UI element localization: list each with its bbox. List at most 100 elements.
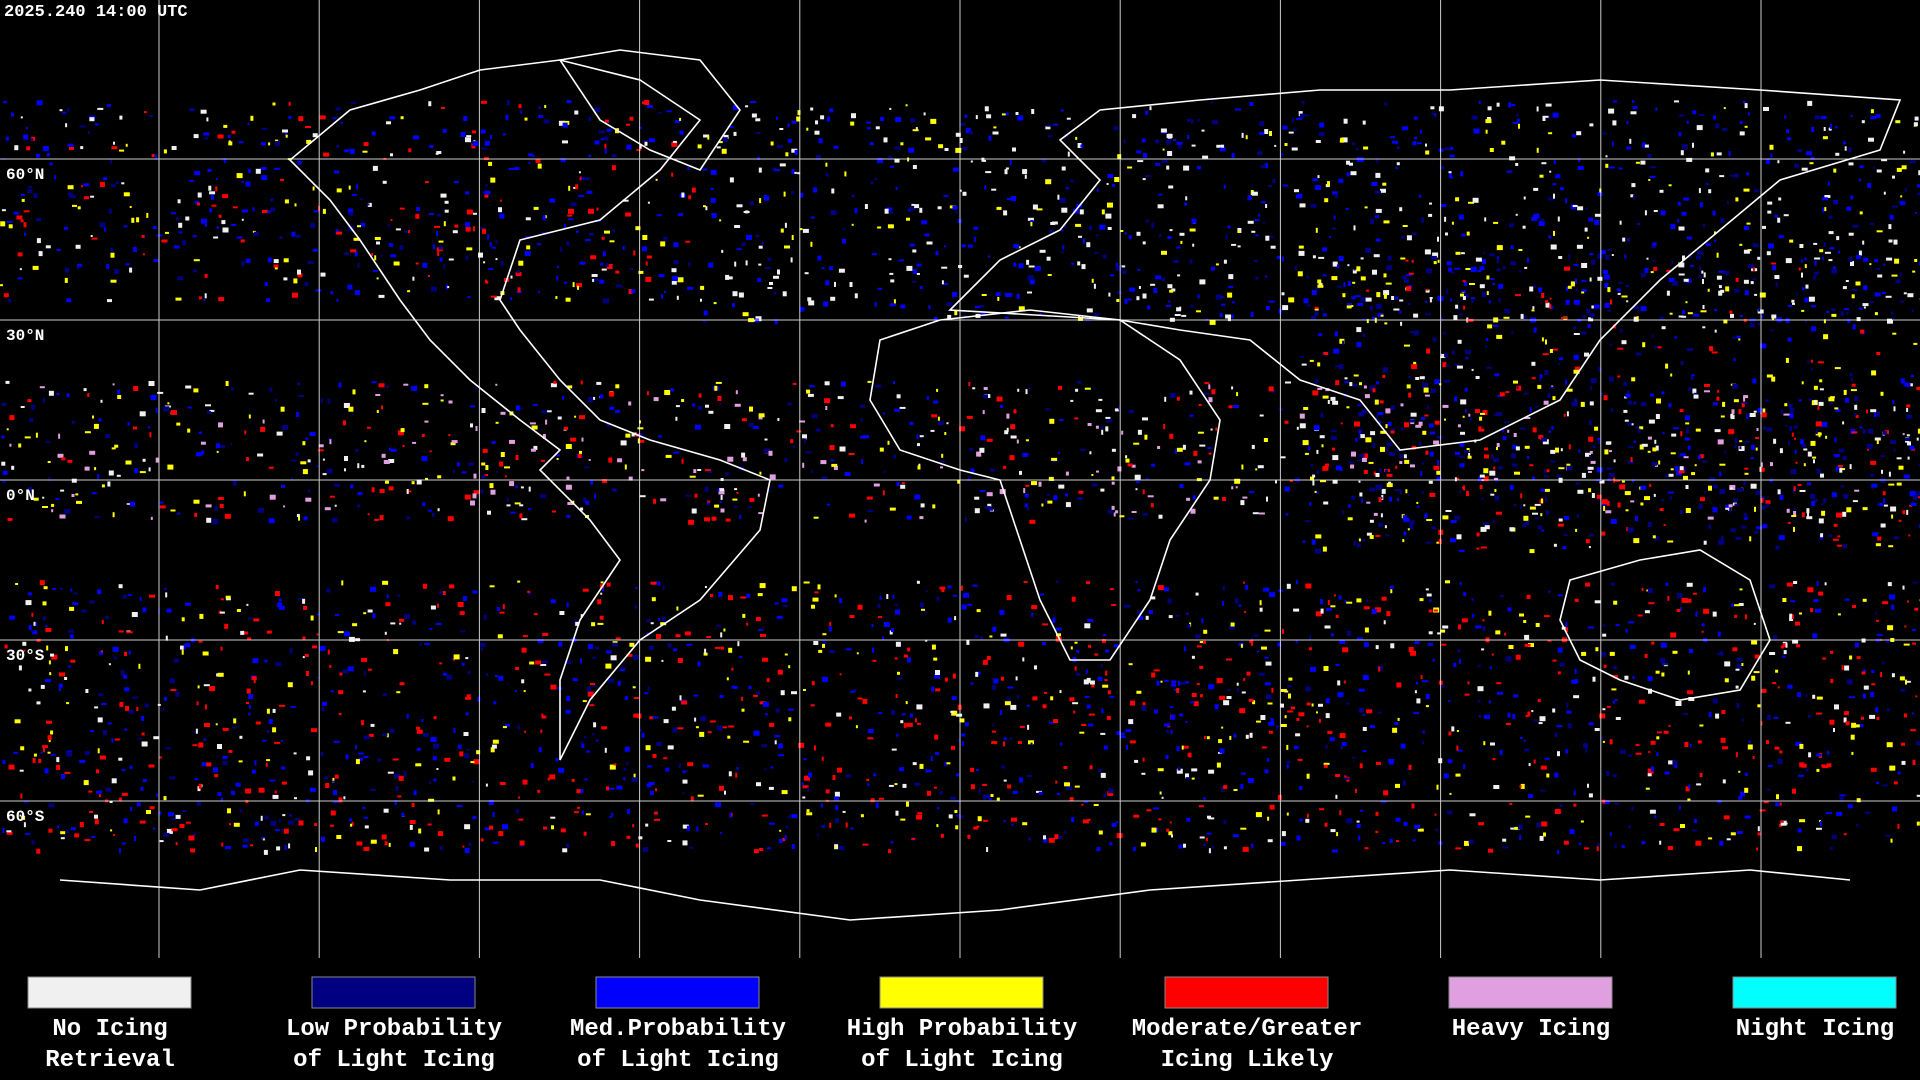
icing-pixel: [1914, 116, 1919, 121]
icing-pixel: [1592, 676, 1596, 682]
icing-pixel: [1838, 250, 1841, 254]
icing-pixel: [1805, 768, 1809, 772]
icing-pixel: [959, 122, 966, 126]
icing-pixel: [1883, 263, 1886, 266]
icing-pixel: [1459, 581, 1462, 585]
icing-pixel: [310, 681, 313, 686]
icing-pixel: [1809, 162, 1814, 165]
icing-pixel: [523, 690, 526, 693]
icing-pixel: [642, 139, 648, 142]
icing-pixel: [58, 683, 63, 688]
icing-pixel: [1327, 181, 1330, 187]
icing-pixel: [912, 762, 917, 766]
icing-pixel: [1854, 396, 1859, 402]
icing-pixel: [707, 135, 710, 140]
icing-pixel: [444, 200, 449, 204]
icing-pixel: [1208, 452, 1212, 455]
icing-pixel: [1135, 481, 1140, 484]
icing-pixel: [407, 290, 411, 293]
icing-pixel: [1549, 349, 1553, 353]
icing-pixel: [250, 115, 254, 121]
icing-pixel: [931, 686, 935, 692]
icing-pixel: [1714, 309, 1717, 312]
icing-pixel: [1699, 266, 1701, 271]
icing-pixel: [810, 470, 813, 474]
icing-pixel: [1760, 462, 1763, 468]
icing-pixel: [955, 147, 962, 153]
icing-pixel: [269, 494, 276, 500]
icing-pixel: [935, 688, 941, 692]
icing-pixel: [1631, 423, 1634, 426]
icing-pixel: [1531, 216, 1538, 221]
icing-pixel: [1842, 421, 1845, 425]
icing-pixel: [1038, 481, 1042, 487]
icing-pixel: [803, 775, 810, 781]
icing-pixel: [1862, 507, 1868, 511]
icing-pixel: [1588, 436, 1594, 442]
icing-pixel: [397, 430, 404, 436]
icing-pixel: [1739, 440, 1743, 443]
icing-pixel: [917, 812, 923, 815]
icing-pixel: [213, 236, 219, 239]
icing-pixel: [1, 435, 5, 439]
icing-pixel: [611, 812, 614, 816]
icing-pixel: [941, 266, 948, 269]
icing-pixel: [72, 204, 77, 207]
icing-pixel: [791, 191, 795, 195]
icing-pixel: [121, 842, 126, 845]
icing-pixel: [930, 118, 937, 124]
icing-pixel: [499, 461, 504, 467]
icing-pixel: [883, 137, 888, 143]
icing-pixel: [1456, 477, 1460, 480]
icing-pixel: [1425, 541, 1432, 544]
icing-pixel: [1549, 386, 1555, 389]
icing-pixel: [763, 195, 767, 198]
icing-pixel: [1844, 146, 1847, 149]
icing-pixel: [1755, 447, 1758, 451]
icing-pixel: [1354, 295, 1361, 298]
icing-pixel: [221, 220, 226, 225]
icing-pixel: [1386, 442, 1393, 447]
icing-pixel: [1846, 206, 1852, 211]
icing-pixel: [204, 704, 207, 710]
icing-pixel: [515, 690, 518, 693]
icing-pixel: [488, 161, 493, 166]
icing-pixel: [241, 631, 248, 635]
icing-pixel: [1197, 294, 1200, 299]
icing-pixel: [745, 260, 748, 266]
icing-pixel: [1644, 496, 1650, 501]
icing-pixel: [616, 284, 623, 288]
icing-pixel: [524, 251, 531, 256]
icing-pixel: [1314, 310, 1319, 316]
icing-pixel: [1191, 777, 1195, 780]
icing-pixel: [1767, 764, 1773, 767]
icing-pixel: [1693, 313, 1700, 317]
icing-pixel: [775, 708, 780, 713]
icing-pixel: [721, 249, 724, 253]
icing-pixel: [84, 431, 91, 434]
icing-pixel: [1082, 238, 1085, 244]
icing-pixel: [97, 717, 103, 723]
icing-pixel: [354, 251, 358, 257]
icing-pixel: [1077, 143, 1082, 148]
icing-pixel: [1508, 102, 1512, 108]
icing-pixel: [988, 255, 990, 258]
icing-pixel: [1252, 700, 1256, 705]
icing-pixel: [1869, 222, 1875, 225]
icing-pixel: [1540, 765, 1547, 770]
icing-pixel: [1186, 497, 1191, 501]
icing-pixel: [1844, 148, 1847, 151]
icing-pixel: [745, 105, 749, 108]
icing-pixel: [1298, 245, 1304, 249]
icing-pixel: [1775, 282, 1778, 287]
icing-pixel: [1155, 139, 1160, 144]
icing-pixel: [472, 493, 477, 499]
icing-pixel: [906, 801, 909, 807]
icing-pixel: [272, 794, 279, 799]
icing-pixel: [1570, 281, 1575, 287]
icing-pixel: [1346, 172, 1350, 177]
icing-pixel: [1223, 184, 1226, 189]
icing-pixel: [215, 585, 219, 589]
icing-pixel: [38, 251, 43, 257]
